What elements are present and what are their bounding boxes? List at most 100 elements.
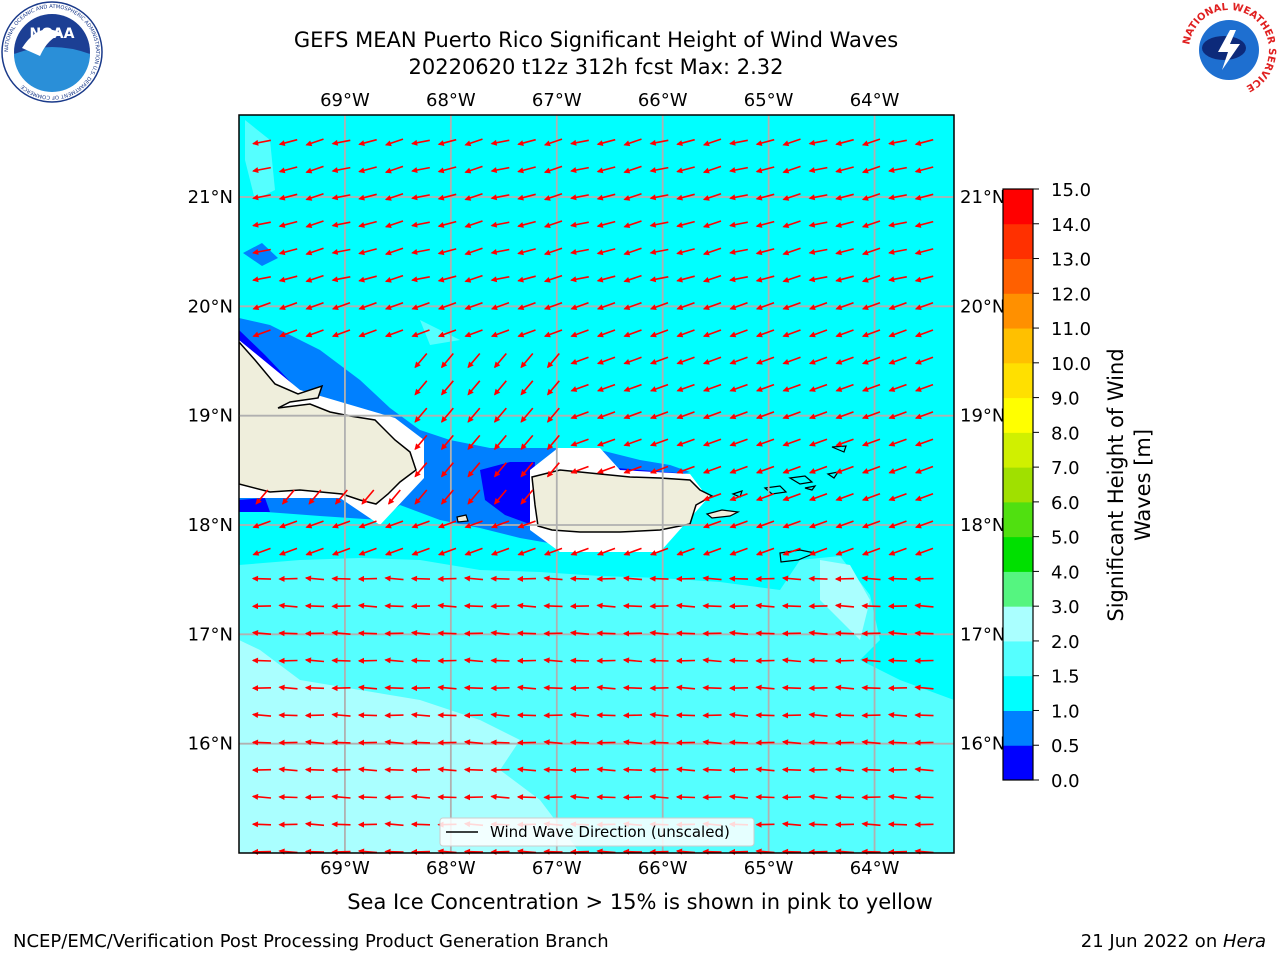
wave-direction-arrowhead: [305, 249, 313, 256]
wave-direction-arrowhead: [304, 657, 312, 664]
wave-direction-arrowhead: [569, 603, 576, 610]
wave-direction-arrowhead: [464, 167, 472, 174]
wave-direction-arrowhead: [490, 739, 497, 746]
wave-direction-arrowhead: [384, 821, 391, 828]
wave-direction-arrowhead: [543, 195, 551, 201]
wave-direction-arrowhead: [596, 304, 604, 310]
wave-direction-arrowhead: [622, 657, 630, 664]
wave-direction-arrowhead: [728, 630, 736, 637]
wave-direction-arrowhead: [357, 602, 365, 609]
wave-direction-arrowhead: [808, 766, 815, 773]
wave-direction-arrowhead: [305, 550, 313, 556]
lon-tick-label-bottom: 64°W: [850, 858, 900, 879]
wave-direction-arrowhead: [410, 657, 418, 664]
wave-direction-arrowhead: [570, 550, 578, 556]
wave-direction-arrowhead: [649, 575, 656, 582]
lat-tick-label-left: 16°N: [188, 734, 233, 755]
wave-direction-arrowhead: [702, 304, 710, 310]
wave-direction-arrowhead: [649, 221, 657, 228]
wave-direction-arrowhead: [304, 603, 312, 609]
wave-direction-arrowhead: [782, 413, 790, 420]
wave-direction-arrowhead: [755, 821, 762, 828]
wave-direction-arrowhead: [702, 603, 709, 609]
wave-direction-arrowhead: [331, 331, 339, 338]
wave-direction-arrowhead: [623, 386, 631, 392]
wave-direction-arrowhead: [255, 498, 262, 505]
wave-direction-arrowhead: [861, 495, 869, 502]
wave-direction-arrowhead: [702, 167, 710, 174]
lon-tick-label-bottom: 66°W: [638, 858, 688, 879]
wave-direction-arrowhead: [569, 766, 576, 773]
wave-direction-arrowhead: [861, 575, 868, 582]
wave-direction-arrowhead: [570, 358, 578, 365]
wave-direction-arrowhead: [414, 498, 421, 505]
wave-direction-arrowhead: [596, 766, 603, 773]
wave-direction-arrowhead: [755, 794, 762, 801]
wave-direction-arrowhead: [623, 140, 631, 147]
wave-direction-arrowhead: [546, 388, 554, 396]
lat-tick-label-right: 17°N: [960, 624, 1005, 645]
wave-direction-arrowhead: [570, 331, 578, 338]
wave-direction-arrowhead: [676, 276, 683, 283]
wave-direction-arrowhead: [467, 470, 474, 478]
wave-direction-arrowhead: [702, 276, 710, 283]
wave-direction-arrowhead: [331, 685, 338, 692]
wave-direction-arrowhead: [546, 416, 554, 423]
wave-direction-arrowhead: [914, 304, 922, 310]
wave-direction-arrowhead: [437, 712, 444, 719]
wave-direction-arrowhead: [808, 821, 815, 828]
wave-direction-arrowhead: [729, 468, 737, 474]
wave-direction-arrowhead: [755, 194, 763, 201]
wave-direction-arrowhead: [675, 630, 683, 637]
wave-direction-arrowhead: [649, 793, 656, 800]
wave-direction-arrowhead: [570, 249, 577, 255]
wave-direction-arrowhead: [357, 630, 365, 637]
wave-direction-arrowhead: [808, 468, 816, 474]
wave-direction-arrowhead: [782, 249, 790, 256]
wave-direction-arrowhead: [517, 222, 524, 228]
wave-direction-arrowhead: [490, 167, 498, 173]
wave-direction-arrowhead: [517, 304, 525, 310]
wave-direction-arrowhead: [543, 249, 551, 256]
wave-direction-arrowhead: [278, 167, 286, 174]
wave-direction-arrowhead: [437, 794, 444, 801]
wave-direction-arrowhead: [702, 766, 709, 773]
noaa-logo: NATIONAL OCEANIC AND ATMOSPHERIC ADMINIS…: [1, 1, 103, 103]
wave-direction-arrowhead: [384, 684, 391, 691]
wave-direction-arrowhead: [437, 602, 444, 609]
wave-direction-arrowhead: [755, 222, 763, 228]
wave-direction-arrowhead: [463, 739, 471, 746]
wave-direction-arrowhead: [729, 413, 737, 420]
wave-direction-arrowhead: [675, 712, 683, 719]
wave-direction-arrowhead: [649, 413, 657, 420]
wave-direction-arrowhead: [702, 575, 709, 582]
wave-direction-arrowhead: [676, 413, 684, 420]
wave-direction-arrowhead: [755, 522, 763, 529]
wave-direction-arrowhead: [490, 221, 498, 228]
wave-direction-arrowhead: [464, 522, 472, 529]
wave-direction-arrowhead: [728, 739, 736, 746]
wave-direction-arrowhead: [252, 139, 259, 146]
wave-direction-arrowhead: [437, 630, 444, 637]
wave-direction-arrowhead: [520, 388, 527, 396]
wave-direction-arrowhead: [755, 140, 763, 146]
wave-direction-arrowhead: [596, 684, 603, 691]
wave-direction-arrowhead: [440, 416, 448, 423]
wave-direction-arrowhead: [861, 440, 869, 447]
wave-direction-arrowhead: [834, 821, 841, 828]
wave-direction-arrowhead: [304, 739, 312, 746]
legend-label: Wind Wave Direction (unscaled): [490, 823, 730, 841]
wave-direction-arrowhead: [520, 498, 527, 505]
wave-direction-arrowhead: [543, 630, 550, 637]
wave-direction-arrowhead: [623, 249, 631, 256]
wave-direction-arrowhead: [835, 550, 843, 556]
wave-direction-arrowhead: [331, 139, 339, 146]
wave-direction-arrowhead: [623, 468, 631, 474]
wave-direction-arrowhead: [834, 684, 842, 691]
wave-direction-arrowhead: [914, 358, 922, 365]
wave-direction-arrowhead: [411, 276, 418, 283]
wave-direction-arrowhead: [835, 194, 842, 201]
wave-direction-arrowhead: [251, 685, 258, 692]
wave-direction-arrowhead: [781, 794, 788, 801]
wave-direction-arrowhead: [252, 304, 260, 310]
